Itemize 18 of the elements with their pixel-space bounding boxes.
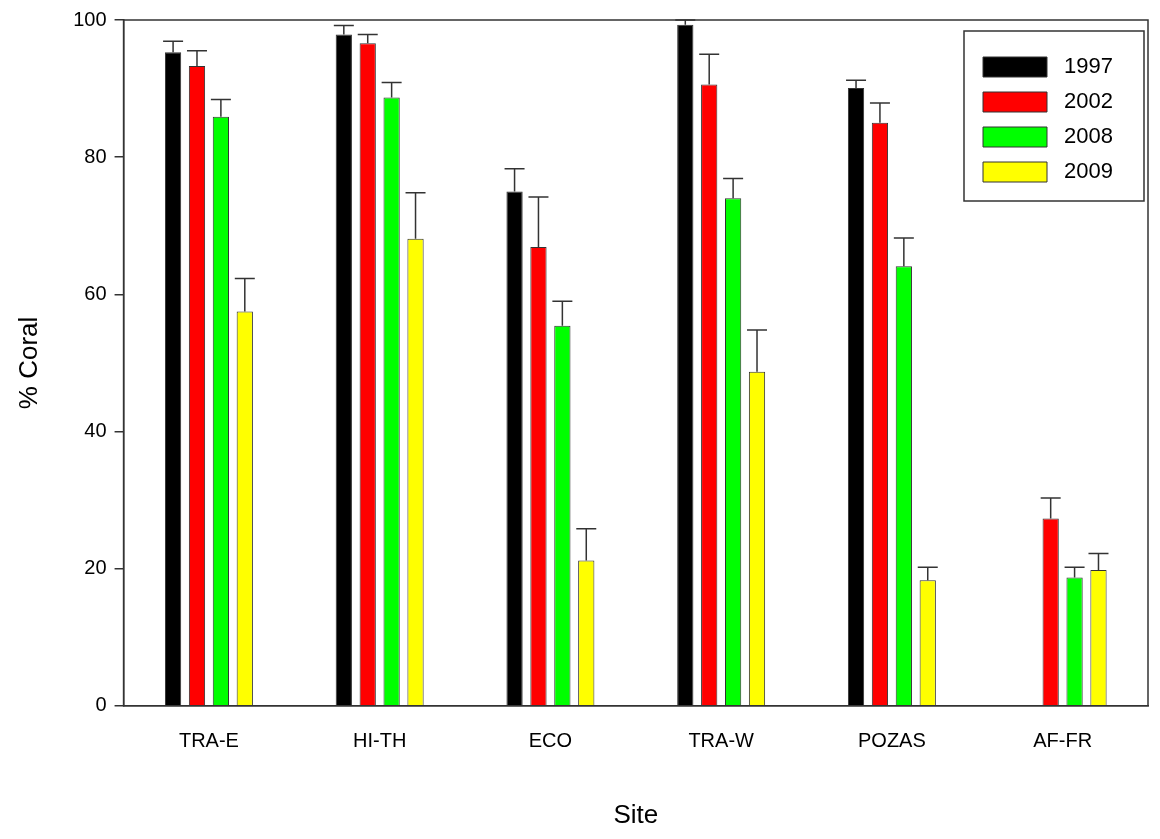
x-tick-label: ECO	[528, 729, 573, 752]
y-axis-title: % Coral	[12, 316, 43, 410]
y-tick-label: 20	[84, 556, 107, 579]
x-tick-label: HI-TH	[353, 729, 407, 752]
x-tick-label: TRA-E	[178, 729, 239, 752]
y-tick-label: 60	[84, 281, 107, 304]
x-tick-label: POZAS	[857, 729, 926, 752]
x-tick-label: AF-FR	[1033, 729, 1093, 752]
legend-label: 2002	[1064, 88, 1113, 114]
y-tick-label: 100	[73, 7, 107, 30]
x-axis-title: Site	[613, 798, 659, 829]
y-tick-label: 40	[84, 419, 107, 441]
y-tick-label: 0	[95, 693, 107, 716]
legend-label: 2008	[1064, 123, 1113, 149]
y-tick-label: 80	[84, 144, 107, 167]
legend-label: 2009	[1064, 158, 1113, 184]
legend-label: 1997	[1064, 53, 1113, 79]
x-tick-label: TRA-W	[688, 729, 755, 752]
